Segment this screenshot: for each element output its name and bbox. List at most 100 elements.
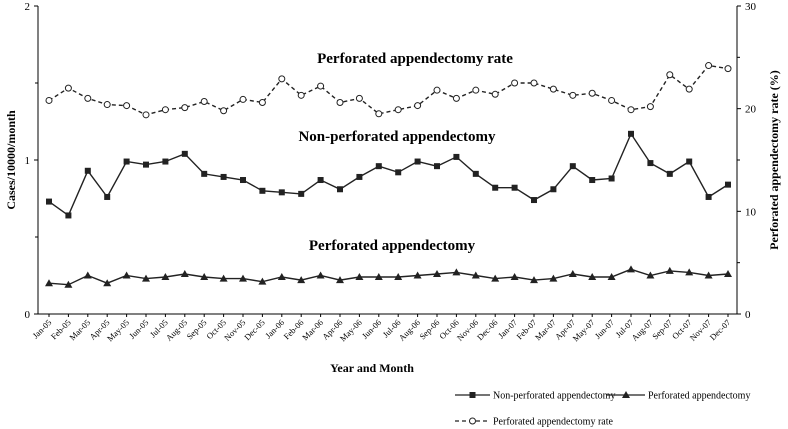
non-perforated-point bbox=[104, 193, 111, 200]
perforated-point bbox=[122, 271, 131, 279]
perforated-rate-point bbox=[258, 99, 266, 107]
legend-label: Perforated appendectomy rate bbox=[493, 417, 614, 428]
non-perforated-point bbox=[123, 158, 130, 165]
legend-label: Non-perforated appendectomy bbox=[493, 391, 615, 402]
perforated-point bbox=[142, 274, 150, 282]
perforated-point bbox=[685, 268, 694, 276]
x-tick-label: May-05 bbox=[105, 317, 131, 343]
y-tick-label-right: 30 bbox=[745, 1, 757, 13]
y-tick-label-right: 10 bbox=[745, 206, 757, 218]
x-axis-title: Year and Month bbox=[330, 361, 414, 375]
x-tick-label: Nov-06 bbox=[455, 317, 480, 342]
perforated-rate-point bbox=[511, 79, 519, 87]
perforated-rate-point bbox=[685, 85, 693, 93]
non-perforated-point bbox=[317, 177, 324, 184]
perforated-point bbox=[607, 273, 616, 281]
perforated-rate-point bbox=[569, 91, 577, 99]
non-perforated-point bbox=[647, 160, 654, 167]
perforated-point bbox=[452, 268, 461, 276]
perforated-point bbox=[180, 269, 189, 277]
x-tick-label: May-06 bbox=[338, 317, 364, 343]
perforated-point bbox=[491, 274, 500, 282]
perforated-rate-point bbox=[588, 89, 596, 97]
perforated-rate-point bbox=[433, 86, 441, 94]
y-axis-title-right: Perforated appendectomy rate (%) bbox=[767, 70, 781, 250]
perforated-rate-point bbox=[627, 106, 635, 114]
perforated-rate-point bbox=[220, 107, 228, 115]
perforated-rate-point bbox=[161, 106, 169, 114]
x-tick-label: Dec-06 bbox=[475, 317, 500, 342]
perforated-rate-point bbox=[181, 104, 189, 112]
legend-marker bbox=[469, 392, 476, 398]
x-tick-label: Sep-06 bbox=[417, 317, 441, 341]
perforated-rate-point bbox=[355, 94, 363, 102]
y-tick-label-right: 0 bbox=[745, 309, 751, 321]
non-perforated-point bbox=[65, 212, 72, 219]
non-perforated-point bbox=[569, 163, 576, 170]
non-perforated-point bbox=[608, 175, 615, 182]
y-axis-title-left: Cases/10000/month bbox=[4, 110, 18, 210]
x-tick-label: Jun-06 bbox=[360, 317, 383, 340]
perforated-rate-point bbox=[666, 71, 674, 79]
perforated-point bbox=[277, 273, 286, 281]
perforated-point bbox=[374, 273, 383, 281]
perforated-rate-point bbox=[394, 106, 402, 114]
perforated-point bbox=[297, 276, 306, 284]
non-perforated-point bbox=[492, 184, 499, 191]
perforated-rate-point bbox=[84, 94, 92, 102]
non-perforated-point bbox=[725, 181, 731, 188]
x-tick-label: Mar-05 bbox=[67, 317, 92, 342]
x-tick-label: Aug-07 bbox=[629, 317, 654, 342]
perforated-rate-point bbox=[705, 62, 713, 70]
y-tick-label-left: 1 bbox=[25, 155, 31, 167]
non-perforated-point bbox=[686, 158, 693, 165]
perforated-point bbox=[724, 269, 732, 277]
perforated-point bbox=[258, 277, 267, 285]
perforated-point bbox=[588, 273, 597, 281]
non-perforated-point bbox=[511, 184, 518, 191]
perforated-rate-point bbox=[239, 95, 247, 103]
perforated-point bbox=[568, 269, 577, 277]
annotation-label: Perforated appendectomy bbox=[309, 238, 476, 254]
perforated-point bbox=[355, 273, 364, 281]
perforated-rate-point bbox=[530, 79, 538, 87]
non-perforated-point bbox=[220, 173, 227, 180]
perforated-point bbox=[103, 279, 112, 287]
non-perforated-point bbox=[531, 197, 537, 204]
x-tick-label: Nov-05 bbox=[222, 317, 247, 342]
perforated-rate-point bbox=[200, 97, 208, 105]
y-tick-label-right: 20 bbox=[745, 104, 757, 116]
x-tick-label: Aug-06 bbox=[397, 317, 422, 342]
non-perforated-point bbox=[453, 153, 460, 160]
perforated-rate-point bbox=[724, 65, 732, 73]
perforated-rate-point bbox=[549, 85, 557, 93]
x-tick-label: Nov-07 bbox=[688, 317, 713, 342]
perforated-point bbox=[627, 265, 635, 273]
perforated-point bbox=[45, 279, 53, 287]
perforated-rate-point bbox=[297, 91, 305, 99]
non-perforated-point bbox=[162, 158, 169, 165]
non-perforated-point bbox=[298, 190, 305, 197]
non-perforated-point bbox=[259, 187, 266, 194]
non-perforated-point bbox=[628, 130, 634, 137]
non-perforated-point bbox=[550, 186, 557, 193]
non-perforated-point bbox=[356, 173, 363, 180]
y-tick-label-left: 0 bbox=[25, 309, 31, 321]
perforated-line bbox=[48, 268, 729, 286]
perforated-point bbox=[510, 273, 519, 281]
non-perforated-point bbox=[46, 198, 52, 205]
perforated-rate-point bbox=[123, 102, 131, 110]
perforated-rate-point bbox=[608, 96, 616, 104]
x-tick-label: Mar-06 bbox=[300, 317, 325, 342]
perforated-point bbox=[665, 266, 674, 274]
x-tick-label: May-07 bbox=[571, 317, 597, 343]
non-perforated-point bbox=[84, 167, 91, 174]
perforated-point bbox=[394, 273, 403, 281]
perforated-rate-point bbox=[317, 82, 325, 90]
legend-label: Perforated appendectomy bbox=[648, 391, 750, 402]
non-perforated-point bbox=[337, 186, 343, 193]
perforated-point bbox=[83, 271, 92, 279]
perforated-rate-point bbox=[452, 94, 460, 102]
perforated-rate-point bbox=[45, 96, 53, 104]
x-tick-label: Sep-05 bbox=[185, 317, 209, 341]
